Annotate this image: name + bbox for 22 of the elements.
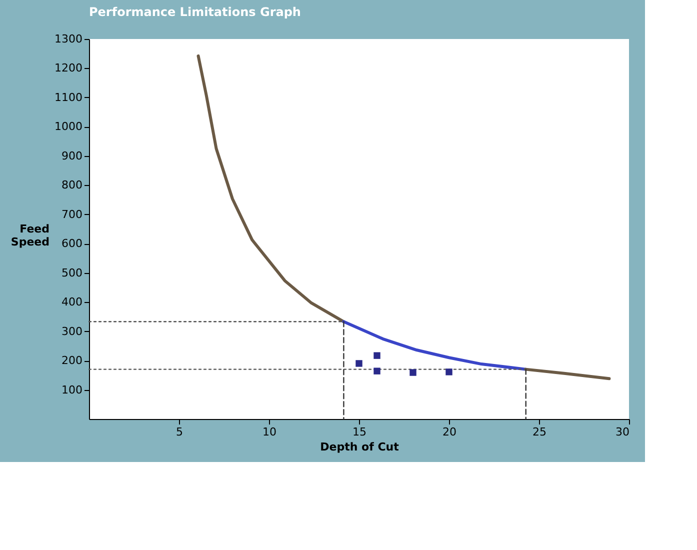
y-tick-label: 100	[62, 383, 82, 396]
y-tick-label: 300	[62, 324, 82, 338]
y-tick-label: 800	[62, 178, 82, 192]
x-axis-title: Depth of Cut	[320, 440, 399, 454]
x-tick-label: 5	[176, 426, 183, 438]
x-tick-label: 20	[442, 426, 456, 438]
y-tick-label: 700	[62, 208, 82, 221]
y-tick-label: 500	[62, 266, 82, 280]
y-tick-label: 1100	[54, 90, 82, 104]
y-tick-label: 200	[62, 354, 82, 368]
chart-title: Performance Limitations Graph	[89, 5, 301, 19]
y-tick-label: 400	[62, 296, 82, 309]
y-tick-label: 1200	[54, 62, 82, 75]
y-tick-label: 900	[62, 149, 82, 162]
x-tick-label: 25	[532, 426, 546, 438]
y-tick-label: 1300	[54, 32, 82, 46]
x-tick-label: 15	[352, 426, 366, 438]
y-tick-label: 1000	[54, 120, 82, 134]
x-tick-label: 10	[262, 426, 276, 438]
x-tick-label: 30	[616, 426, 630, 438]
y-axis-title: Feed Speed	[10, 222, 50, 248]
y-tick-label: 600	[62, 237, 82, 250]
